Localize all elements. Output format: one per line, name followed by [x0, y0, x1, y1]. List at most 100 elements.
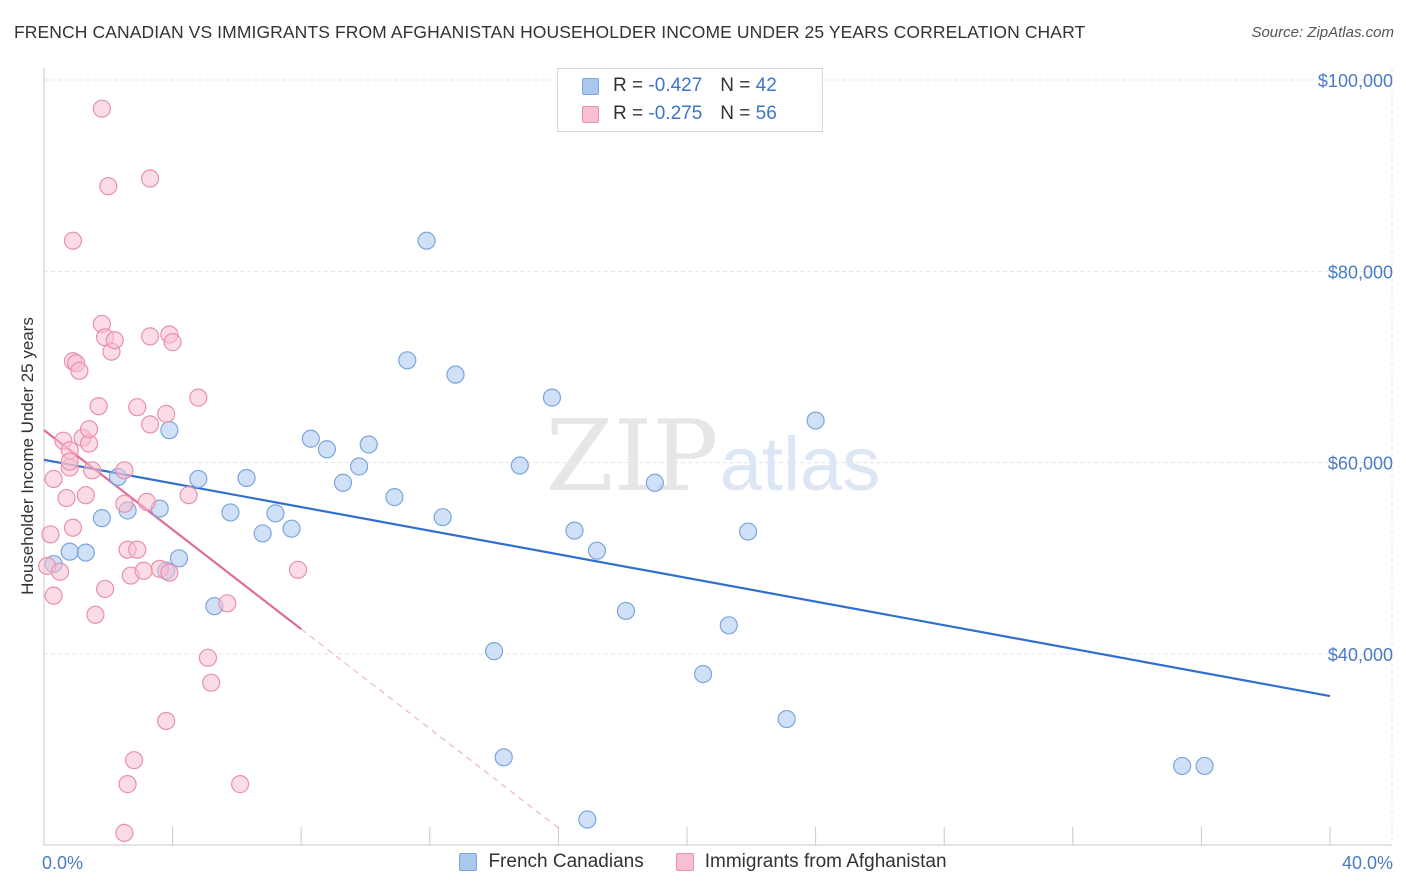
- chart-title: FRENCH CANADIAN VS IMMIGRANTS FROM AFGHA…: [14, 22, 1086, 42]
- point-french-canadian: [359, 435, 378, 454]
- point-afghanistan: [41, 525, 60, 544]
- y-tick-label: $60,000: [1328, 454, 1393, 474]
- legend-r-label: R =: [613, 103, 644, 124]
- point-french-canadian: [221, 503, 240, 522]
- point-afghanistan: [79, 420, 99, 439]
- point-french-canadian: [446, 365, 465, 384]
- point-french-canadian: [253, 524, 272, 543]
- point-afghanistan: [157, 404, 176, 423]
- point-afghanistan: [50, 562, 70, 581]
- point-french-canadian: [510, 456, 529, 475]
- y-axis-label: Householder Income Under 25 years: [18, 317, 37, 595]
- series-legend: French Canadians Immigrants from Afghani…: [0, 851, 1406, 873]
- legend-r-value: -0.427: [648, 75, 703, 96]
- point-afghanistan: [137, 492, 156, 511]
- legend-n-value: 56: [755, 103, 777, 124]
- point-afghanistan: [89, 397, 108, 416]
- watermark-zip: ZIP: [546, 400, 719, 514]
- point-afghanistan: [70, 361, 89, 380]
- point-french-canadian: [266, 504, 285, 523]
- point-afghanistan: [105, 331, 124, 350]
- watermark: ZIP atlas: [546, 400, 881, 514]
- point-afghanistan: [118, 775, 137, 794]
- legend-label: Immigrants from Afghanistan: [704, 851, 947, 872]
- axes: [43, 68, 1392, 846]
- point-french-canadian: [565, 521, 584, 540]
- point-french-canadian: [160, 421, 179, 440]
- y-tick-label: $40,000: [1328, 645, 1393, 665]
- point-french-canadian: [542, 388, 562, 407]
- point-afghanistan: [231, 775, 250, 794]
- point-french-canadian: [587, 541, 607, 560]
- legend-swatch-blue: [459, 853, 478, 871]
- point-afghanistan: [128, 398, 147, 417]
- point-french-canadian: [282, 519, 301, 538]
- point-french-canadian: [76, 543, 95, 562]
- point-afghanistan: [115, 461, 134, 480]
- legend-r-value: -0.275: [648, 103, 703, 124]
- point-afghanistan: [115, 823, 134, 842]
- point-afghanistan: [218, 594, 237, 613]
- point-afghanistan: [140, 327, 160, 346]
- legend-n-label: N =: [720, 103, 751, 124]
- source-credit: Source: ZipAtlas.com: [1251, 24, 1394, 41]
- point-french-canadian: [433, 508, 452, 527]
- point-french-canadian: [169, 549, 189, 568]
- point-afghanistan: [92, 99, 111, 118]
- point-french-canadian: [301, 429, 320, 448]
- point-afghanistan: [134, 561, 153, 580]
- data-points: [38, 99, 1214, 842]
- point-french-canadian: [777, 709, 796, 729]
- point-afghanistan: [202, 673, 221, 692]
- point-french-canadian: [693, 664, 713, 684]
- point-french-canadian: [719, 616, 738, 635]
- legend-row-afghanistan: R = -0.275 N = 56: [582, 101, 777, 127]
- point-afghanistan: [115, 494, 134, 513]
- legend-swatch-pink: [582, 105, 599, 123]
- point-afghanistan: [63, 518, 83, 537]
- legend-n-label: N =: [720, 75, 751, 96]
- y-tick-label: $80,000: [1328, 262, 1393, 282]
- point-afghanistan: [124, 751, 144, 770]
- point-french-canadian: [494, 748, 513, 767]
- point-afghanistan: [189, 388, 208, 407]
- point-afghanistan: [288, 560, 308, 579]
- point-afghanistan: [140, 169, 160, 188]
- point-french-canadian: [806, 411, 825, 430]
- legend-item-afghanistan: Immigrants from Afghanistan: [675, 851, 947, 873]
- correlation-legend: R = -0.427 N = 42 R = -0.275 N = 56: [557, 68, 823, 132]
- legend-n-value: 42: [755, 75, 777, 96]
- trend-extension-afghanistan: [300, 628, 559, 829]
- point-afghanistan: [140, 415, 160, 434]
- point-afghanistan: [60, 452, 79, 471]
- trend-line-french-canadian: [43, 458, 1331, 698]
- point-french-canadian: [485, 642, 504, 661]
- point-afghanistan: [95, 579, 115, 599]
- point-afghanistan: [83, 461, 102, 480]
- point-french-canadian: [616, 601, 636, 621]
- legend-swatch-blue: [582, 77, 599, 95]
- point-afghanistan: [128, 540, 147, 559]
- point-afghanistan: [163, 333, 182, 352]
- point-french-canadian: [349, 457, 369, 476]
- point-afghanistan: [44, 586, 63, 605]
- point-afghanistan: [63, 231, 83, 250]
- watermark-atlas: atlas: [720, 422, 881, 507]
- legend-swatch-pink: [675, 853, 694, 871]
- point-french-canadian: [578, 810, 597, 829]
- point-french-canadian: [398, 351, 417, 370]
- tick-labels: $40,000 $60,000 $80,000 $100,000 0.0% 40.0%: [42, 71, 1393, 873]
- point-french-canadian: [385, 488, 404, 507]
- point-french-canadian: [1173, 756, 1192, 776]
- point-afghanistan: [57, 488, 76, 508]
- x-tick-label: 0.0%: [42, 853, 83, 873]
- point-afghanistan: [198, 648, 218, 667]
- point-afghanistan: [160, 563, 179, 582]
- point-afghanistan: [157, 711, 176, 731]
- point-afghanistan: [86, 605, 105, 624]
- point-french-canadian: [1195, 756, 1214, 776]
- legend-label: French Canadians: [488, 851, 644, 872]
- grid-lines: [44, 68, 1393, 845]
- point-french-canadian: [738, 522, 758, 541]
